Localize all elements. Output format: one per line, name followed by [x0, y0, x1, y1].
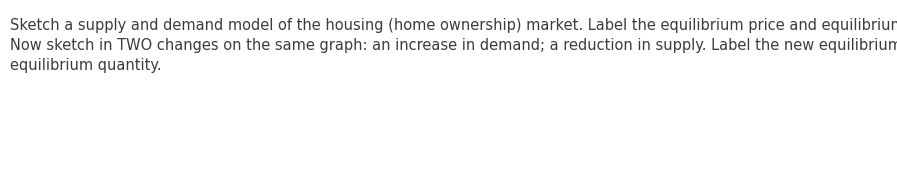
Text: Sketch a supply and demand model of the housing (home ownership) market. Label t: Sketch a supply and demand model of the … [10, 18, 897, 33]
Text: equilibrium quantity.: equilibrium quantity. [10, 58, 161, 73]
Text: Now sketch in TWO changes on the same graph: an increase in demand; a reduction : Now sketch in TWO changes on the same gr… [10, 38, 897, 53]
